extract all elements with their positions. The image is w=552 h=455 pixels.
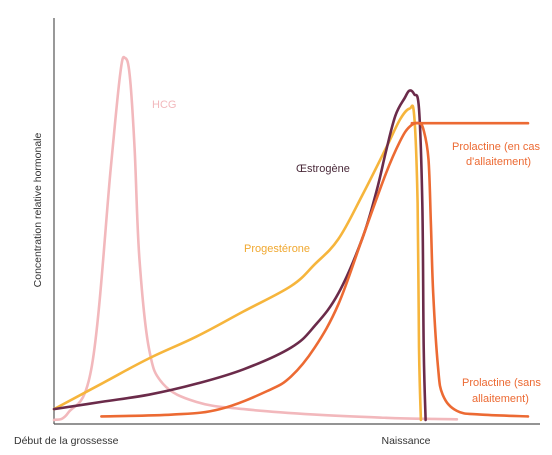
label-prolactin-feeding-line2: d'allaitement) [466,156,531,168]
label-prolactin-no-feeding-line2: allaitement) [472,393,529,405]
y-axis-label: Concentration relative hormonale [32,133,44,288]
x-tick-label-birth: Naissance [381,435,430,447]
label-progesterone: Progestérone [244,243,310,255]
series-line-3 [100,121,530,418]
x-tick-label-start: Début de la grossesse [14,435,119,447]
label-estrogen: Œstrogène [296,163,350,175]
series-line-2 [52,89,427,422]
series-line-0 [52,55,459,422]
series-line-1 [52,104,423,422]
label-hcg: HCG [152,99,176,111]
label-prolactin-no-feeding-line1: Prolactine (sans [462,377,541,389]
label-prolactin-feeding-line1: Prolactine (en cas [452,141,541,153]
series-lines [52,55,530,422]
